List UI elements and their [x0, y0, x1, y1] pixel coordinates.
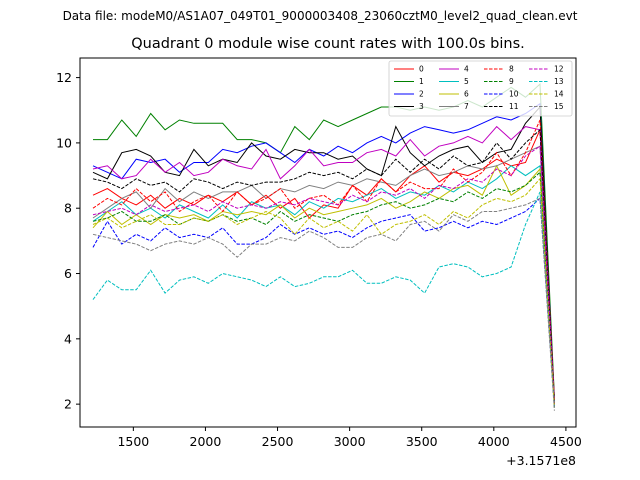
series-layer [92, 83, 555, 411]
series-line-0 [92, 129, 555, 398]
legend-label-15: 15 [554, 102, 564, 111]
legend-label-1: 1 [419, 77, 424, 86]
series-line-11 [92, 128, 555, 405]
legend-label-14: 14 [554, 90, 564, 99]
series-line-10 [92, 197, 555, 408]
y-tick-label: 2 [64, 397, 72, 412]
series-line-5 [92, 164, 555, 405]
plot-border [79, 57, 577, 428]
x-tick-label: 4500 [550, 434, 582, 449]
legend-label-8: 8 [509, 65, 514, 74]
series-line-14 [92, 177, 555, 408]
plot-area [80, 58, 576, 427]
series-line-7 [92, 145, 555, 408]
x-axis-offset-label: +3.1571e8 [506, 453, 576, 468]
x-axis: 1500 2000 2500 3000 3500 4000 4500 [117, 427, 582, 449]
legend-label-4: 4 [464, 65, 469, 74]
legend-label-5: 5 [464, 77, 469, 86]
y-tick-label: 4 [64, 331, 72, 346]
series-line-15 [92, 197, 555, 411]
series-line-8 [92, 119, 555, 401]
series-line-6 [92, 164, 555, 405]
legend-label-7: 7 [464, 102, 469, 111]
legend-label-12: 12 [554, 65, 564, 74]
y-tick-label: 10 [56, 135, 72, 150]
series-line-2 [92, 102, 555, 405]
y-tick-label: 6 [64, 266, 72, 281]
legend-label-2: 2 [419, 90, 424, 99]
x-tick-label: 2000 [190, 434, 222, 449]
legend-label-11: 11 [509, 102, 519, 111]
x-tick-label: 1500 [117, 434, 149, 449]
legend-label-0: 0 [419, 65, 424, 74]
x-tick-label: 4000 [478, 434, 510, 449]
series-line-3 [92, 105, 555, 405]
legend-label-13: 13 [554, 77, 564, 86]
figure-suptitle: Data file: modeM0/AS1A07_049T01_90000034… [63, 9, 578, 23]
x-tick-label: 3000 [334, 434, 366, 449]
y-tick-label: 8 [64, 201, 72, 216]
series-line-9 [92, 171, 555, 405]
series-line-4 [92, 125, 555, 401]
x-tick-label: 3500 [406, 434, 438, 449]
series-line-12 [92, 145, 555, 405]
x-tick-label: 2500 [262, 434, 294, 449]
legend-label-9: 9 [509, 77, 514, 86]
legend-label-6: 6 [464, 90, 469, 99]
chart-title: Quadrant 0 module wise count rates with … [131, 36, 525, 52]
legend-box [388, 60, 573, 117]
series-line-13 [92, 191, 555, 408]
y-tick-label: 12 [56, 70, 72, 85]
legend-label-10: 10 [509, 90, 519, 99]
y-axis: 2 4 6 8 10 12 [56, 70, 80, 412]
legend-label-3: 3 [419, 102, 424, 111]
